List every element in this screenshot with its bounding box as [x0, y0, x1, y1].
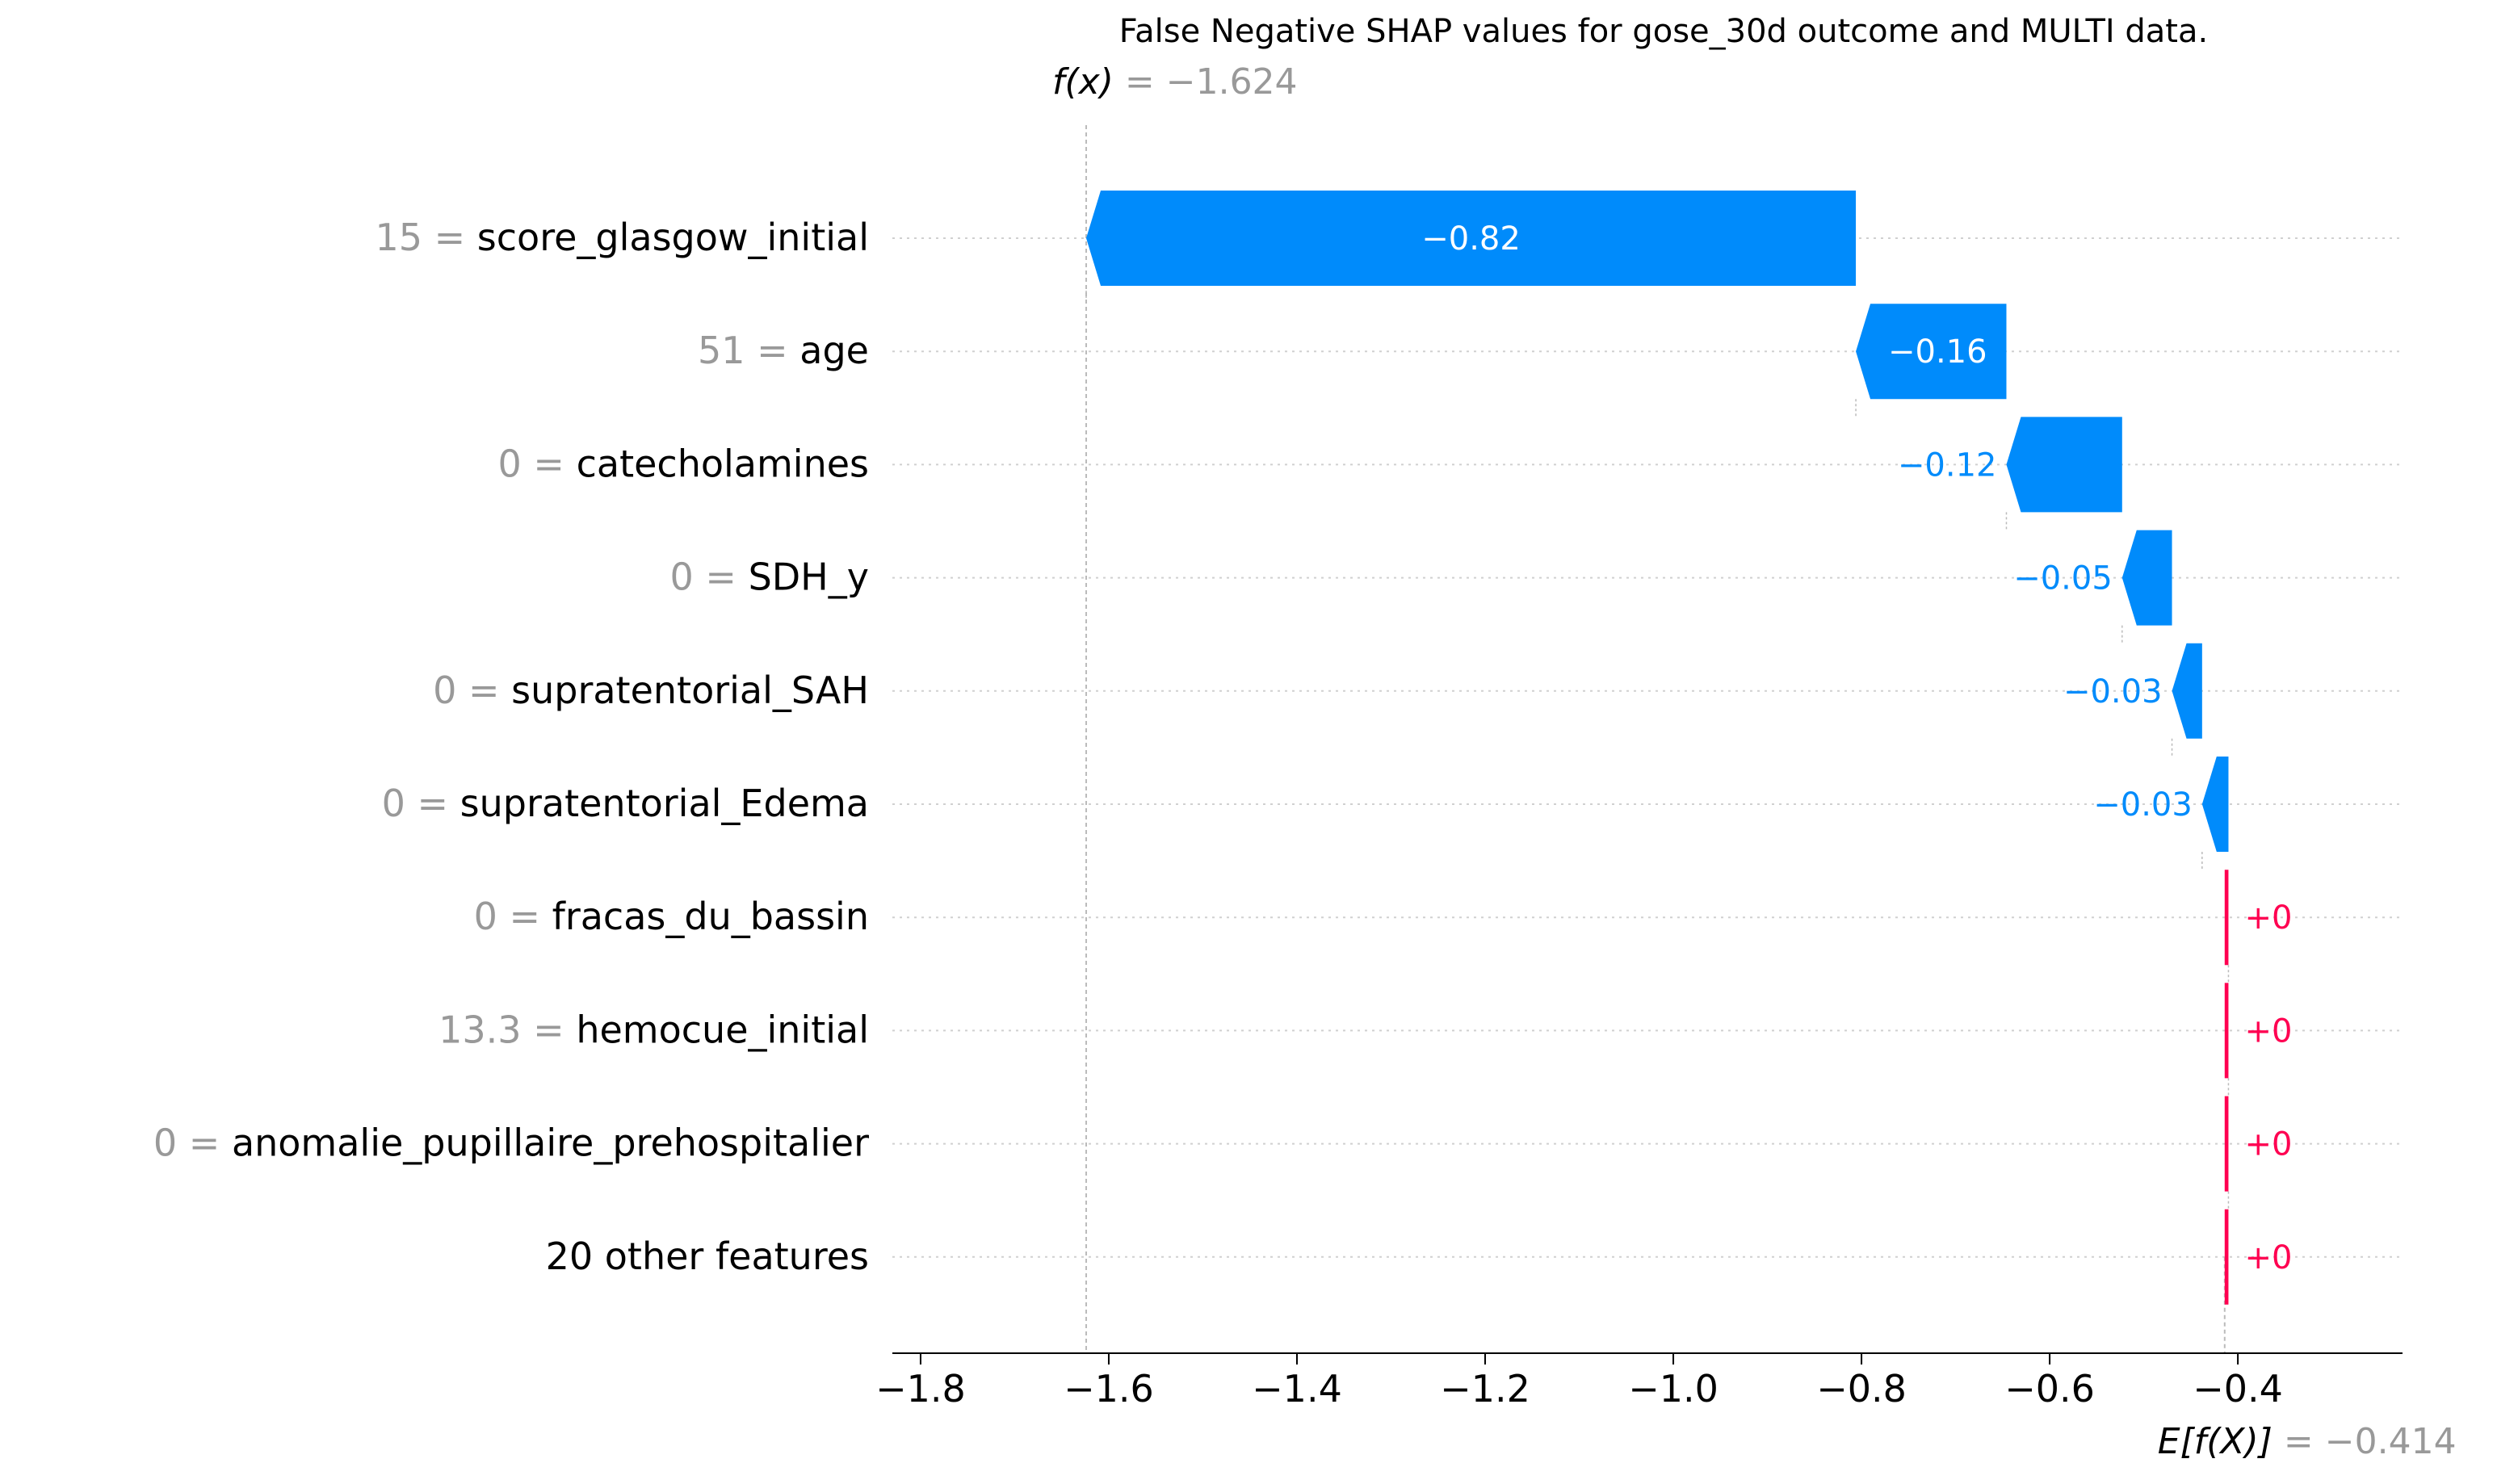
x-tick-label: −1.6	[1064, 1367, 1154, 1411]
feature-name: supratentorial_SAH	[511, 669, 869, 712]
fx-equals: =	[1114, 61, 1166, 103]
x-tick-label: −1.8	[875, 1367, 966, 1411]
feature-label: 0 = fracas_du_bassin	[474, 895, 869, 938]
bar	[2201, 757, 2229, 852]
feature-value: 13.3 =	[439, 1008, 576, 1051]
bar-value-label: −0.03	[2093, 786, 2193, 824]
feature-value: 0 =	[474, 895, 552, 938]
x-tick-label: −0.4	[2193, 1367, 2283, 1411]
feature-name: fracas_du_bassin	[552, 895, 869, 938]
bar-labels: −0.82 −0.16 −0.12 −0.05 −0.03 −0.03 +0 +0 +0 +0	[1421, 220, 2292, 1276]
bar-value-label: +0	[2244, 899, 2292, 937]
x-tick-label: −0.8	[1816, 1367, 1907, 1411]
bar	[2224, 1096, 2229, 1192]
bar	[2224, 870, 2229, 966]
bar-value-label: −0.82	[1421, 220, 1521, 258]
feature-value: 0 =	[382, 782, 460, 825]
x-tick-label: −1.0	[1628, 1367, 1719, 1411]
feature-name: catecholamines	[577, 442, 869, 485]
bar-value-label: +0	[2244, 1239, 2292, 1276]
feature-label: 15 = score_glasgow_initial	[375, 216, 869, 259]
chart-title: False Negative SHAP values for gose_30d …	[1119, 13, 2208, 50]
feature-label: 0 = SDH_y	[670, 555, 870, 599]
bars	[1086, 191, 2229, 1305]
feature-label: 0 = supratentorial_Edema	[382, 782, 869, 825]
bar	[2006, 417, 2122, 513]
feature-value: 15 =	[375, 216, 476, 259]
base-value: −0.414	[2325, 1421, 2457, 1462]
feature-value: 51 =	[698, 329, 799, 372]
feature-value: 0 =	[670, 555, 749, 599]
base-equals: =	[2272, 1421, 2325, 1462]
feature-name: anomalie_pupillaire_prehospitalier	[232, 1121, 869, 1165]
bar-value-label: +0	[2244, 1012, 2292, 1050]
feature-label: 51 = age	[698, 329, 869, 372]
bar-value-label: −0.12	[1898, 446, 1997, 484]
x-ticks: −1.8 −1.6 −1.4 −1.2 −1.0 −0.8 −0.6 −0.4	[875, 1353, 2283, 1411]
bar	[2121, 530, 2172, 626]
bar-value-label: −0.05	[2013, 560, 2113, 597]
feature-label: 13.3 = hemocue_initial	[439, 1008, 869, 1051]
feature-name: 20 other features	[546, 1235, 869, 1278]
x-tick-label: −1.2	[1440, 1367, 1530, 1411]
feature-label: 0 = catecholamines	[498, 442, 869, 485]
bar	[2224, 983, 2229, 1079]
feature-name: supratentorial_Edema	[460, 782, 869, 825]
feature-label: 0 = supratentorial_SAH	[433, 669, 869, 712]
reference-lines	[1085, 125, 2230, 1353]
feature-labels: 15 = score_glasgow_initial 51 = age 0 = ca…	[153, 216, 869, 1278]
feature-name: hemocue_initial	[576, 1008, 869, 1051]
expected-value-label: E[f(X)] = −0.414	[2158, 1421, 2457, 1462]
feature-value: 0 =	[498, 442, 577, 485]
feature-label: 20 other features	[546, 1235, 869, 1278]
x-tick-label: −0.6	[2004, 1367, 2095, 1411]
grid-lines	[892, 237, 2403, 1258]
fx-symbol: f(x)	[1052, 61, 1114, 103]
feature-value: 0 =	[153, 1121, 232, 1165]
bar	[2172, 643, 2202, 739]
feature-name: SDH_y	[749, 555, 869, 599]
bar-value-label: −0.16	[1888, 333, 1987, 371]
bar	[1086, 191, 1857, 286]
feature-value: 0 =	[433, 669, 511, 712]
feature-name: age	[799, 329, 869, 372]
fx-label: f(x) = −1.624	[1052, 61, 1298, 103]
feature-label: 0 = anomalie_pupillaire_prehospitalier	[153, 1121, 869, 1165]
bar	[1856, 304, 2007, 400]
base-symbol: E[f(X)]	[2158, 1421, 2272, 1462]
feature-name: score_glasgow_initial	[477, 216, 869, 259]
bar	[2224, 1209, 2229, 1305]
bar-value-label: +0	[2244, 1126, 2292, 1163]
fx-value: −1.624	[1166, 61, 1298, 103]
x-tick-label: −1.4	[1252, 1367, 1342, 1411]
bar-value-label: −0.03	[2063, 673, 2163, 711]
